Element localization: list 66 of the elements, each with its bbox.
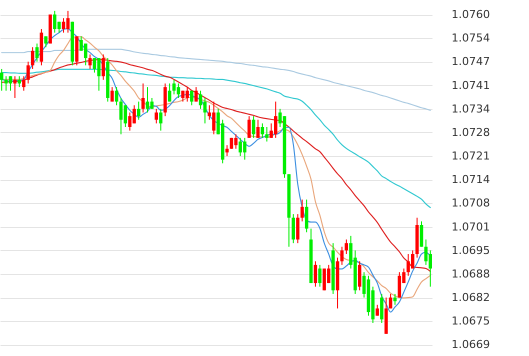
y-tick-label: 1.0734 — [452, 102, 490, 116]
candlestick — [97, 58, 101, 92]
candlestick — [159, 108, 162, 132]
candlestick — [300, 199, 304, 222]
candlestick — [102, 54, 105, 80]
y-tick-label: 1.0695 — [452, 244, 490, 257]
candlestick — [424, 239, 428, 266]
candlestick — [203, 97, 207, 124]
candlestick — [141, 82, 145, 113]
candlestick — [119, 97, 123, 135]
y-tick-label: 1.0741 — [452, 78, 490, 92]
y-tick-label: 1.0682 — [452, 291, 490, 304]
candlestick — [314, 260, 318, 288]
candlestick — [304, 199, 308, 233]
candlestick — [190, 90, 194, 106]
y-tick-label: 1.0688 — [452, 267, 490, 280]
y-tick-label: 1.0728 — [452, 126, 490, 139]
y-tick-label: 1.0669 — [452, 338, 490, 352]
candlestick — [84, 43, 88, 66]
y-tick-label: 1.0701 — [452, 220, 490, 234]
candlestick — [344, 239, 348, 255]
candlestick — [256, 119, 260, 138]
candlestick — [292, 214, 295, 244]
y-tick-label: 1.0760 — [452, 8, 490, 22]
candlestick — [137, 101, 140, 120]
candlestick — [358, 260, 362, 291]
y-tick-label: 1.0747 — [452, 55, 490, 68]
candlestick — [428, 250, 432, 288]
candlestick — [318, 264, 322, 288]
candlestick — [150, 97, 154, 110]
candlestick — [234, 134, 238, 150]
candlestick — [398, 272, 402, 298]
candlestick — [252, 116, 256, 138]
candlestick — [124, 104, 128, 128]
candlestick — [176, 82, 180, 98]
candlestick — [146, 86, 150, 113]
candlestick — [296, 214, 300, 244]
candlestick — [22, 76, 26, 92]
y-tick-label: 1.0675 — [452, 314, 490, 328]
candlestick — [18, 76, 21, 88]
candlestick — [26, 61, 30, 84]
candlestick — [30, 46, 34, 70]
candlestick — [420, 220, 424, 248]
candlestick — [194, 86, 198, 102]
candlestick — [114, 86, 118, 106]
candlestick — [265, 126, 268, 142]
y-tick-label: 1.0721 — [452, 150, 490, 163]
candlestick — [88, 54, 92, 70]
candlestick — [92, 58, 96, 74]
candlestick — [154, 108, 158, 124]
y-tick-label: 1.0708 — [452, 196, 490, 210]
y-tick-label: 1.0714 — [452, 173, 490, 186]
candlestick — [8, 76, 12, 92]
y-tick-label: 1.0754 — [452, 32, 490, 45]
candlestick — [66, 10, 70, 34]
candlestick — [168, 82, 172, 102]
candlestick — [110, 86, 114, 102]
candlestick — [388, 293, 392, 309]
candlestick — [181, 90, 185, 102]
candlestick — [340, 246, 344, 266]
candlestick — [380, 293, 384, 324]
line-series — [1, 58, 431, 272]
candlestick — [35, 43, 39, 62]
candlestick — [260, 122, 264, 138]
candlestick — [247, 116, 251, 138]
candlestick — [0, 68, 4, 92]
